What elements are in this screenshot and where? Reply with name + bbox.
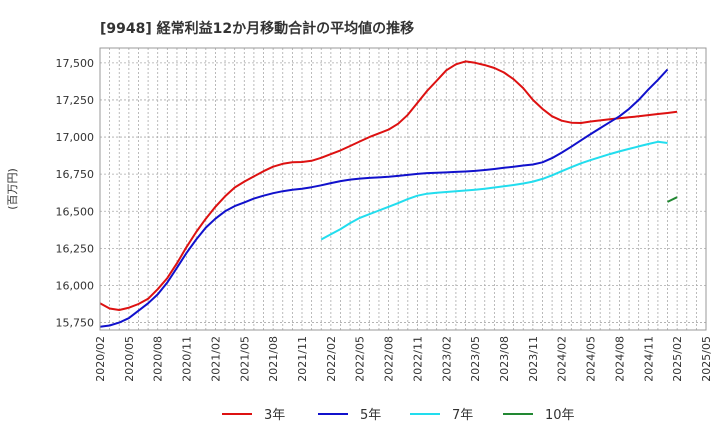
x-tick-label: 2021/02 bbox=[209, 336, 222, 382]
series-line bbox=[99, 68, 669, 328]
x-tick-label: 2024/02 bbox=[556, 336, 569, 382]
legend-label: 7年 bbox=[452, 408, 473, 423]
y-tick-label: 16,500 bbox=[56, 205, 95, 218]
y-axis-label: (百万円) bbox=[6, 168, 19, 210]
series-line bbox=[320, 140, 668, 241]
x-tick-label: 2020/11 bbox=[181, 336, 194, 382]
plot-frame bbox=[99, 47, 707, 331]
x-tick-label: 2022/11 bbox=[411, 336, 424, 382]
y-tick-label: 15,750 bbox=[56, 317, 95, 330]
y-tick-label: 16,000 bbox=[56, 279, 95, 292]
legend: 3年 5年 7年 10年 bbox=[222, 408, 575, 423]
x-tick-label: 2021/08 bbox=[267, 336, 280, 382]
y-tick-label: 17,000 bbox=[56, 131, 95, 144]
x-tick-label: 2022/05 bbox=[354, 336, 367, 382]
chart-title: [9948] 経常利益12か月移動合計の平均値の推移 bbox=[100, 20, 414, 37]
legend-label: 3年 bbox=[264, 408, 285, 423]
series-lines bbox=[99, 60, 678, 328]
x-tick-label: 2022/02 bbox=[325, 336, 338, 382]
x-tick-label: 2021/11 bbox=[296, 336, 309, 382]
x-tick-label: 2020/02 bbox=[94, 336, 107, 382]
x-tick-label: 2022/08 bbox=[383, 336, 396, 382]
y-axis: 15,750 16,000 16,250 16,500 16,750 17,000 17,2… bbox=[56, 57, 95, 330]
x-tick-label: 2024/08 bbox=[613, 336, 626, 382]
x-tick-label: 2023/11 bbox=[527, 336, 540, 382]
series-line bbox=[667, 196, 678, 203]
x-tick-label: 2023/08 bbox=[498, 336, 511, 382]
x-tick-label: 2025/05 bbox=[700, 336, 713, 382]
x-tick-label: 2021/05 bbox=[238, 336, 251, 382]
legend-label: 5年 bbox=[360, 408, 381, 423]
legend-label: 10年 bbox=[545, 408, 575, 423]
y-tick-label: 17,250 bbox=[56, 94, 95, 107]
x-tick-label: 2020/05 bbox=[123, 336, 136, 382]
x-tick-label: 2024/05 bbox=[585, 336, 598, 382]
y-tick-label: 16,750 bbox=[56, 168, 95, 181]
x-tick-label: 2020/08 bbox=[152, 336, 165, 382]
x-axis: 2020/02 2020/05 2020/08 2020/11 2021/02 2021/… bbox=[94, 336, 713, 382]
y-tick-label: 17,500 bbox=[56, 57, 95, 70]
x-tick-label: 2025/02 bbox=[671, 336, 684, 382]
series-line bbox=[99, 60, 678, 311]
x-tick-label: 2023/02 bbox=[440, 336, 453, 382]
y-tick-label: 16,250 bbox=[56, 242, 95, 255]
grid bbox=[99, 48, 707, 330]
x-tick-label: 2023/05 bbox=[469, 336, 482, 382]
x-tick-label: 2024/11 bbox=[642, 336, 655, 382]
